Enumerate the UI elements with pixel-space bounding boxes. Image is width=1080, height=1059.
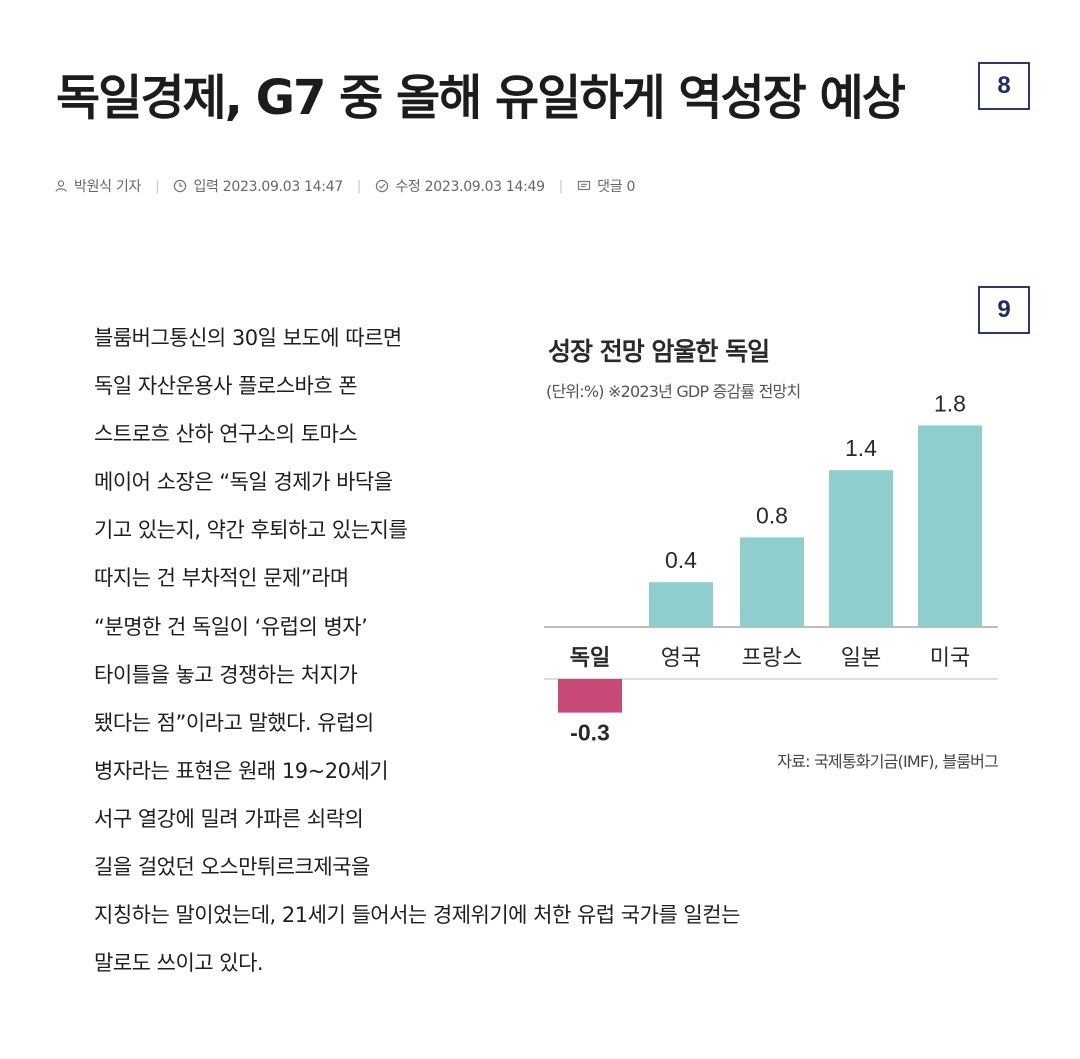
person-icon — [54, 179, 68, 193]
comments-link[interactable]: 댓글 0 — [577, 176, 635, 196]
article-headline: 독일경제, G7 중 올해 유일하게 역성장 예상 — [56, 70, 906, 126]
article-line: 타이틀을 놓고 경쟁하는 처지가 — [94, 662, 358, 687]
bar-2 — [740, 537, 804, 627]
meta-divider: | — [558, 178, 564, 194]
data-label-1: 0.4 — [665, 547, 697, 573]
article-line: 독일 자산운용사 플로스바흐 폰 — [94, 374, 358, 399]
gdp-growth-chart: 성장 전망 암울한 독일 (단위:%) ※2023년 GDP 증감률 전망치 -… — [540, 320, 1010, 780]
published-info: 입력 2023.09.03 14:47 — [173, 176, 343, 196]
article-line: 메이어 소장은 “독일 경제가 바닥을 — [94, 470, 393, 495]
article-line: 말로도 쓰이고 있다. — [94, 951, 264, 976]
article-line: 병자라는 표현은 원래 19~20세기 — [94, 758, 389, 783]
modified-info: 수정 2023.09.03 14:49 — [375, 176, 545, 196]
comment-count: 댓글 0 — [597, 179, 636, 195]
chart-subtitle: (단위:%) ※2023년 GDP 증감률 전망치 — [546, 382, 801, 401]
chart-title: 성장 전망 암울한 독일 — [548, 337, 770, 366]
meta-divider: | — [356, 178, 362, 194]
category-label-4: 미국 — [930, 646, 970, 671]
article-line: 스트로흐 산하 연구소의 토마스 — [94, 422, 358, 447]
article-line: 지칭하는 말이었는데, 21세기 들어서는 경제위기에 처한 유럽 국가를 일컫… — [94, 903, 740, 928]
data-label-3: 1.4 — [845, 435, 877, 461]
article-line: 따지는 건 부차적인 문제”라며 — [94, 566, 349, 591]
article-line: 기고 있는지, 약간 후퇴하고 있는지를 — [94, 518, 408, 543]
annotation-badge-9: 9 — [978, 286, 1030, 334]
article-line: “분명한 건 독일이 ‘유럽의 병자’ — [94, 614, 368, 639]
category-label-0: 독일 — [570, 646, 610, 671]
published-date: 입력 2023.09.03 14:47 — [193, 179, 343, 195]
category-label-3: 일본 — [841, 646, 881, 671]
article-body: 블룸버그통신의 30일 보도에 따르면 독일 자산운용사 플로스바흐 폰 스트로… — [94, 314, 974, 987]
comment-icon — [577, 179, 591, 193]
bar-3 — [829, 470, 893, 627]
category-label-1: 영국 — [661, 646, 701, 671]
article-meta: 박원식 기자 | 입력 2023.09.03 14:47 | 수정 2023.0… — [54, 176, 635, 196]
data-label-4: 1.8 — [934, 390, 966, 416]
category-label-2: 프랑스 — [742, 646, 803, 671]
article-line: 됐다는 점”이라고 말했다. 유럽의 — [94, 710, 374, 735]
author-info[interactable]: 박원식 기자 — [54, 176, 141, 196]
meta-divider: | — [155, 178, 160, 194]
article-line: 블룸버그통신의 30일 보도에 따르면 — [94, 326, 402, 350]
data-label-0: -0.3 — [570, 720, 610, 746]
modified-date: 수정 2023.09.03 14:49 — [395, 179, 545, 195]
bar-0 — [558, 679, 622, 713]
article-line: 서구 열강에 밀려 가파른 쇠락의 — [94, 806, 364, 831]
article-line: 길을 걸었던 오스만튀르크제국을 — [94, 855, 370, 880]
clock-icon — [173, 179, 187, 193]
chart-plot-area: -0.3 독일 0.4 영국 0.8 프랑스 1.4 일본 1.8 미국 — [544, 390, 998, 746]
bar-1 — [649, 582, 713, 627]
bar-4 — [918, 425, 982, 627]
chart-source: 자료: 국제통화기금(IMF), 블룸버그 — [777, 752, 999, 771]
check-circle-icon — [375, 179, 389, 193]
author-name: 박원식 기자 — [74, 179, 142, 195]
annotation-badge-8: 8 — [978, 62, 1030, 110]
data-label-2: 0.8 — [756, 502, 788, 528]
